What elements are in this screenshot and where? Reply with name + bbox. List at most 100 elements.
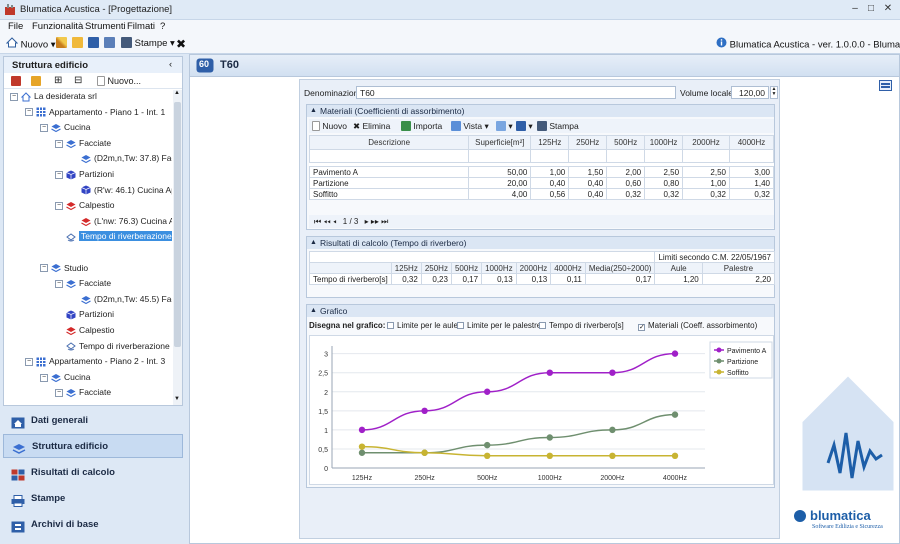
collapse-panel-button[interactable]: ‹ (169, 59, 173, 70)
materiali-cell[interactable]: 0,40 (568, 177, 608, 189)
chart-option-checkbox[interactable] (457, 322, 464, 329)
tree-node[interactable]: − Partizioni (55, 168, 114, 181)
table-row[interactable]: Soffitto 4,00 0,56 0,40 0,32 0,32 0,32 0,32 (308, 188, 775, 200)
tree-node[interactable]: Partizioni (55, 308, 114, 321)
collapse-all-button[interactable]: ⊟ (74, 75, 83, 86)
new-item-button[interactable]: Nuovo... (97, 76, 141, 86)
chart-option[interactable]: ✓ Materiali (Coeff. assorbimento) (638, 321, 757, 331)
materiali-cell[interactable]: 0,56 (530, 188, 570, 200)
menu-help[interactable]: ? (160, 21, 166, 32)
chart-option[interactable]: Limite per le palestre (457, 321, 541, 330)
tree-node[interactable]: (R'w: 46.1) Cucina App (70, 184, 172, 197)
menu-filmati[interactable]: Filmati (127, 21, 155, 32)
materiali-filter-row[interactable] (308, 149, 775, 163)
mat-export-button[interactable]: ▾ (516, 119, 533, 133)
denominazione-field[interactable]: T60 (356, 86, 676, 99)
add-unit-button[interactable] (31, 76, 41, 86)
pager-next-button[interactable]: ▸ (364, 217, 369, 226)
tree-node[interactable]: − Studio (40, 262, 88, 275)
tree-expander[interactable]: − (40, 264, 48, 273)
materiali-cell[interactable]: 1,40 (728, 177, 775, 189)
materiali-cell[interactable]: 0,32 (644, 188, 684, 200)
saveall-button[interactable] (104, 37, 115, 51)
mat-columns-button[interactable]: ▾ (496, 119, 513, 133)
tree-node[interactable]: − Cucina (40, 371, 90, 384)
tree-node[interactable]: − Facciate (55, 137, 111, 150)
materiali-cell[interactable]: Partizione (308, 177, 470, 189)
mat-importa-button[interactable]: Importa (401, 119, 442, 133)
materiali-col-header[interactable]: 4000Hz (728, 135, 775, 150)
materiali-cell[interactable]: 2,50 (644, 166, 684, 178)
materiali-cell[interactable]: 0,32 (606, 188, 646, 200)
tree-node[interactable]: − Facciate (55, 277, 111, 290)
materiali-cell[interactable]: Soffitto (308, 188, 470, 200)
chart-option-checkbox[interactable] (387, 322, 394, 329)
materiali-cell[interactable]: 1,00 (530, 166, 570, 178)
chart-option-checkbox[interactable]: ✓ (638, 324, 645, 331)
tree-node[interactable]: − Calpestio (55, 199, 114, 212)
tree-node[interactable]: − Appartamento - Piano 2 - Int. 3 (25, 355, 165, 368)
expand-all-button[interactable]: ⊞ (54, 75, 63, 86)
tree-expander[interactable]: − (55, 389, 63, 398)
menu-file[interactable]: File (8, 21, 24, 32)
scroll-down-arrow[interactable]: ▼ (174, 396, 180, 402)
materiali-cell[interactable]: 1,50 (568, 166, 608, 178)
nuovo-button[interactable]: Nuovo ▾ (5, 37, 56, 51)
materiali-cell[interactable]: Pavimento A (308, 166, 470, 178)
materiali-col-header[interactable]: 2000Hz (682, 135, 730, 150)
tree-node[interactable]: Tempo di riverberazione (55, 230, 172, 243)
menu-strumenti[interactable]: Strumenti (85, 21, 126, 32)
tree-expander[interactable]: − (55, 170, 63, 179)
materiali-cell[interactable]: 3,00 (728, 166, 775, 178)
materiali-cell[interactable]: 2,00 (606, 166, 646, 178)
risultati-header[interactable]: ▲ Risultati di calcolo (Tempo di riverber… (307, 237, 774, 249)
tree-expander[interactable]: − (25, 357, 33, 366)
materiali-cell[interactable]: 0,80 (644, 177, 684, 189)
materiali-cell[interactable]: 0,40 (530, 177, 570, 189)
materiali-col-header[interactable]: Superficie[m²] (468, 135, 532, 150)
materiali-cell[interactable]: 0,32 (682, 188, 730, 200)
tree-node[interactable]: (D2m,n,Tw: 37.8) Facc (70, 152, 172, 165)
nav-archivi-base[interactable]: Archivi di base (3, 513, 183, 537)
materiali-cell[interactable]: 1,00 (682, 177, 730, 189)
nav-dati-generali[interactable]: Dati generali (3, 409, 183, 433)
add-building-button[interactable] (11, 76, 21, 86)
mat-vista-button[interactable]: Vista ▾ (451, 119, 489, 133)
chart-option-checkbox[interactable] (539, 322, 546, 329)
pager-prev-page-button[interactable]: ◂◂ (323, 217, 331, 226)
nav-stampe[interactable]: Stampe (3, 487, 183, 511)
tree-scroll-thumb[interactable] (174, 102, 181, 347)
materiali-cell[interactable]: 0,32 (728, 188, 775, 200)
nav-risultati-calcolo[interactable]: Risultati di calcolo (3, 461, 183, 485)
materiali-col-header[interactable]: 125Hz (530, 135, 570, 150)
materiali-col-header[interactable]: Descrizione (308, 135, 470, 150)
panel-splitter[interactable] (184, 56, 188, 544)
minimize-button[interactable]: ‒ (852, 3, 858, 14)
maximize-button[interactable]: □ (867, 3, 875, 14)
materiali-cell[interactable]: 20,00 (468, 177, 532, 189)
tree-expander[interactable]: − (10, 92, 18, 101)
table-row[interactable]: Partizione 20,00 0,40 0,40 0,60 0,80 1,00 1,40 (308, 177, 775, 189)
stampe-button[interactable]: Stampe ▾ (121, 37, 175, 51)
chart-option[interactable]: Tempo di riverbero[s] (539, 321, 624, 330)
wand-button[interactable] (56, 37, 67, 51)
pager-first-button[interactable]: ⏮ (314, 217, 322, 226)
tree-expander[interactable]: − (25, 108, 33, 117)
tree-node[interactable]: Tempo di riverberazione (55, 340, 170, 353)
volume-spinner[interactable]: ▲ ▼ (770, 86, 778, 99)
pager-prev-button[interactable]: ◂ (332, 217, 337, 226)
tree-node[interactable]: − Facciate (55, 386, 111, 399)
materiali-col-header[interactable]: 1000Hz (644, 135, 684, 150)
materiali-header[interactable]: ▲ Materiali (Coefficienti di assorbimento… (307, 105, 774, 117)
materiali-col-header[interactable]: 250Hz (568, 135, 608, 150)
materiali-cell[interactable]: 2,50 (682, 166, 730, 178)
tree-expander[interactable]: − (55, 279, 63, 288)
grafico-header[interactable]: ▲ Grafico (307, 305, 774, 317)
tree-node[interactable]: Calpestio (55, 324, 114, 337)
tree-node[interactable]: − La desiderata srl (10, 90, 97, 103)
save-button[interactable] (88, 37, 99, 51)
pager-next-page-button[interactable]: ▸▸ (370, 217, 379, 226)
open-button[interactable] (72, 37, 83, 51)
materiali-cell[interactable]: 4,00 (468, 188, 532, 200)
tree-node[interactable]: (L'nw: 76.3) Cucina App (70, 215, 172, 228)
